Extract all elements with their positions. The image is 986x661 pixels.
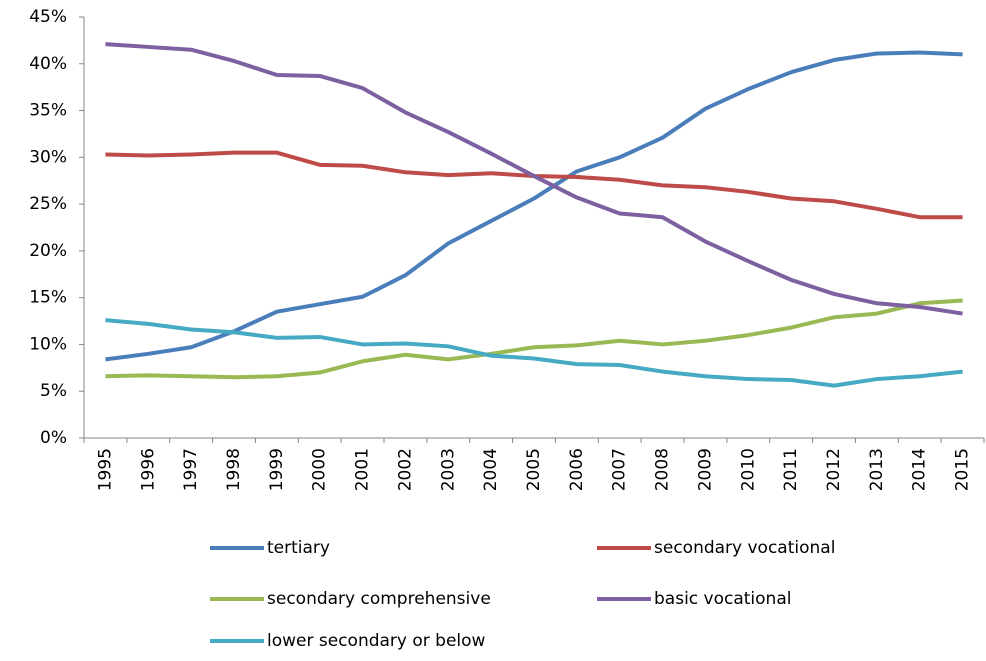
x-tick-label: 2006 <box>567 448 587 491</box>
x-tick-label: 2002 <box>395 448 415 491</box>
series-line <box>105 50 963 362</box>
y-tick-label: 25% <box>29 194 67 214</box>
legend-label: secondary vocational <box>654 538 835 558</box>
y-tick-label: 10% <box>29 334 67 354</box>
x-tick-label: 2004 <box>481 448 501 491</box>
legend-label: lower secondary or below <box>267 631 486 651</box>
y-tick-label: 35% <box>29 101 67 121</box>
x-tick-label: 2014 <box>910 448 930 491</box>
y-tick-label: 0% <box>40 428 67 448</box>
legend-label: tertiary <box>267 538 330 558</box>
y-tick-label: 20% <box>29 241 67 261</box>
x-tick-label: 2015 <box>953 448 973 491</box>
x-tick-label: 2009 <box>695 448 715 491</box>
x-tick-label: 1997 <box>181 448 201 491</box>
x-tick-label: 2012 <box>824 448 844 491</box>
x-tick-label: 2011 <box>781 448 801 491</box>
y-tick-label: 15% <box>29 288 67 308</box>
series-line <box>105 150 963 220</box>
x-tick-label: 2007 <box>610 448 630 491</box>
series-line <box>105 42 963 316</box>
x-tick-label: 1996 <box>138 448 158 491</box>
legend-label: basic vocational <box>654 589 791 609</box>
x-tick-label: 1999 <box>267 448 287 491</box>
x-tick-label: 1998 <box>224 448 244 491</box>
series-line <box>105 298 963 380</box>
legend-label: secondary comprehensive <box>267 589 491 609</box>
x-tick-label: 2001 <box>353 448 373 491</box>
x-tick-label: 2013 <box>867 448 887 491</box>
x-tick-label: 2003 <box>438 448 458 491</box>
x-tick-label: 2005 <box>524 448 544 491</box>
y-tick-label: 30% <box>29 147 67 167</box>
x-tick-label: 2000 <box>310 448 330 491</box>
x-tick-label: 2008 <box>653 448 673 491</box>
y-tick-label: 45% <box>29 7 67 27</box>
x-tick-label: 1995 <box>95 448 115 491</box>
y-tick-label: 5% <box>40 381 67 401</box>
x-tick-label: 2010 <box>738 448 758 491</box>
series-line <box>105 318 963 388</box>
y-tick-label: 40% <box>29 54 67 74</box>
